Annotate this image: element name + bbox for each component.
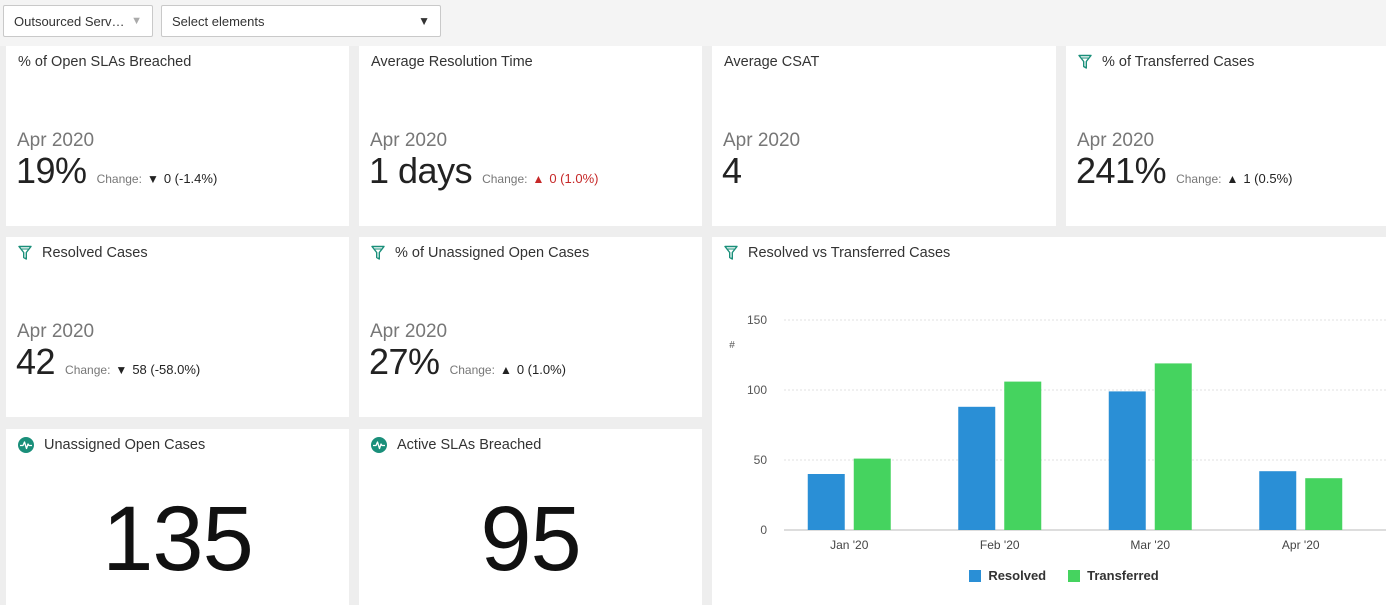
card-active-slas-breached[interactable]: Active SLAs Breached 95 (359, 429, 702, 605)
filter-bar: Outsourced Servic… ▼ Select elements ▼ (0, 0, 1386, 46)
y-tick-label: 150 (747, 313, 767, 327)
change-label: Change: (96, 172, 142, 186)
chevron-down-icon: ▼ (131, 15, 142, 27)
card-average-csat[interactable]: Average CSAT Apr 2020 4 (712, 46, 1056, 226)
legend-swatch (969, 569, 982, 582)
card-metric: 42 (16, 341, 56, 382)
funnel-icon[interactable] (371, 245, 385, 261)
change-value: 0 (1.0%) (549, 171, 599, 186)
elements-select[interactable]: Select elements ▼ (161, 5, 441, 37)
bar-chart: 0 50 100 150 # Jan '20 Feb '20 Mar '20 Apr '20 (729, 313, 1386, 552)
card-title: % of Unassigned Open Cases (395, 245, 590, 261)
card-period: Apr 2020 (370, 130, 448, 151)
card-average-resolution-time[interactable]: Average Resolution Time Apr 2020 1 days … (359, 46, 702, 226)
bar-resolved (1259, 471, 1297, 530)
change-label: Change: (1176, 172, 1222, 186)
card-resolved-cases[interactable]: Resolved Cases Apr 2020 42 Change: ▼ 58 … (6, 237, 349, 417)
legend-label: Transferred (1087, 568, 1159, 583)
elements-select-placeholder: Select elements (172, 13, 265, 29)
card-title-row: Resolved Cases (18, 245, 148, 261)
card-title: Resolved vs Transferred Cases (748, 245, 951, 261)
card-big-metric: 95 (480, 488, 581, 590)
source-select-value: Outsourced Servic… (14, 13, 126, 29)
change-indicator: Change: ▲ 0 (1.0%) (450, 362, 566, 377)
legend-item-resolved[interactable]: Resolved (969, 568, 1046, 583)
card-title: % of Open SLAs Breached (18, 54, 192, 70)
y-axis-label: # (729, 340, 735, 351)
card-period: Apr 2020 (17, 321, 95, 342)
card-metric: 1 days (369, 150, 473, 191)
card-open-slas-breached-pct[interactable]: % of Open SLAs Breached Apr 2020 19% Cha… (6, 46, 349, 226)
card-title-row: % of Transferred Cases (1078, 54, 1254, 70)
card-big-metric: 135 (102, 488, 254, 590)
change-indicator: Change: ▼ 58 (-58.0%) (65, 362, 200, 377)
card-period: Apr 2020 (723, 130, 801, 151)
pulse-icon (18, 437, 34, 453)
bar-transferred (1305, 478, 1343, 530)
card-period: Apr 2020 (1077, 130, 1155, 151)
bar-transferred (1154, 363, 1192, 530)
card-title-row: % of Unassigned Open Cases (371, 245, 589, 261)
change-value: 0 (-1.4%) (163, 171, 218, 186)
bar-resolved (958, 406, 996, 530)
bar-resolved (807, 474, 845, 530)
change-indicator: Change: ▲ 1 (0.5%) (1176, 171, 1292, 186)
y-tick-label: 0 (760, 523, 767, 537)
x-tick-label: Jan '20 (830, 538, 869, 552)
funnel-icon[interactable] (1078, 54, 1092, 70)
y-tick-label: 100 (747, 383, 767, 397)
legend-swatch (1068, 569, 1081, 582)
card-title: Active SLAs Breached (397, 437, 542, 453)
change-label: Change: (482, 172, 528, 186)
card-unassigned-open-cases[interactable]: Unassigned Open Cases 135 (6, 429, 349, 605)
x-tick-label: Apr '20 (1282, 538, 1320, 552)
bar-resolved (1108, 391, 1146, 530)
card-period: Apr 2020 (370, 321, 448, 342)
x-tick-label: Mar '20 (1130, 538, 1170, 552)
card-title: % of Transferred Cases (1102, 54, 1255, 70)
change-value: 58 (-58.0%) (132, 362, 201, 377)
bar-transferred (853, 458, 891, 530)
arrow-up-icon: ▲ (1226, 172, 1239, 186)
legend-label: Resolved (988, 568, 1047, 583)
source-select[interactable]: Outsourced Servic… ▼ (3, 5, 153, 37)
card-metric: 19% (16, 150, 87, 191)
arrow-up-icon: ▲ (532, 172, 545, 186)
chevron-down-icon: ▼ (418, 14, 430, 28)
card-unassigned-open-cases-pct[interactable]: % of Unassigned Open Cases Apr 2020 27% … (359, 237, 702, 417)
change-value: 1 (0.5%) (1243, 171, 1293, 186)
pulse-icon (371, 437, 387, 453)
card-title: Resolved Cases (42, 245, 148, 261)
card-title-row: Unassigned Open Cases (18, 437, 205, 453)
funnel-icon[interactable] (18, 245, 32, 261)
arrow-up-icon: ▲ (499, 363, 512, 377)
arrow-down-icon: ▼ (115, 363, 128, 377)
bar-transferred (1004, 381, 1042, 530)
change-label: Change: (449, 363, 495, 377)
arrow-down-icon: ▼ (146, 172, 159, 186)
card-title-row: Resolved vs Transferred Cases (724, 245, 950, 261)
card-metric: 27% (369, 341, 440, 382)
y-tick-label: 50 (754, 453, 768, 467)
legend-item-transferred[interactable]: Transferred (1068, 568, 1159, 583)
card-transferred-cases-pct[interactable]: % of Transferred Cases Apr 2020 241% Cha… (1066, 46, 1386, 226)
card-title-row: Active SLAs Breached (371, 437, 541, 453)
chart-legend: Resolved Transferred (712, 568, 1386, 583)
card-title: Average Resolution Time (371, 54, 533, 70)
change-indicator: Change: ▼ 0 (-1.4%) (97, 171, 218, 186)
change-indicator: Change: ▲ 0 (1.0%) (482, 171, 598, 186)
change-label: Change: (65, 363, 111, 377)
card-period: Apr 2020 (17, 130, 95, 151)
funnel-icon[interactable] (724, 245, 738, 261)
card-metric: 241% (1076, 150, 1167, 191)
card-metric: 4 (722, 150, 742, 191)
card-resolved-vs-transferred-chart[interactable]: Resolved vs Transferred Cases 0 50 100 150 #… (712, 237, 1386, 605)
change-value: 0 (1.0%) (516, 362, 566, 377)
x-tick-label: Feb '20 (980, 538, 1020, 552)
card-title: Average CSAT (724, 54, 820, 70)
card-title: Unassigned Open Cases (44, 437, 206, 453)
